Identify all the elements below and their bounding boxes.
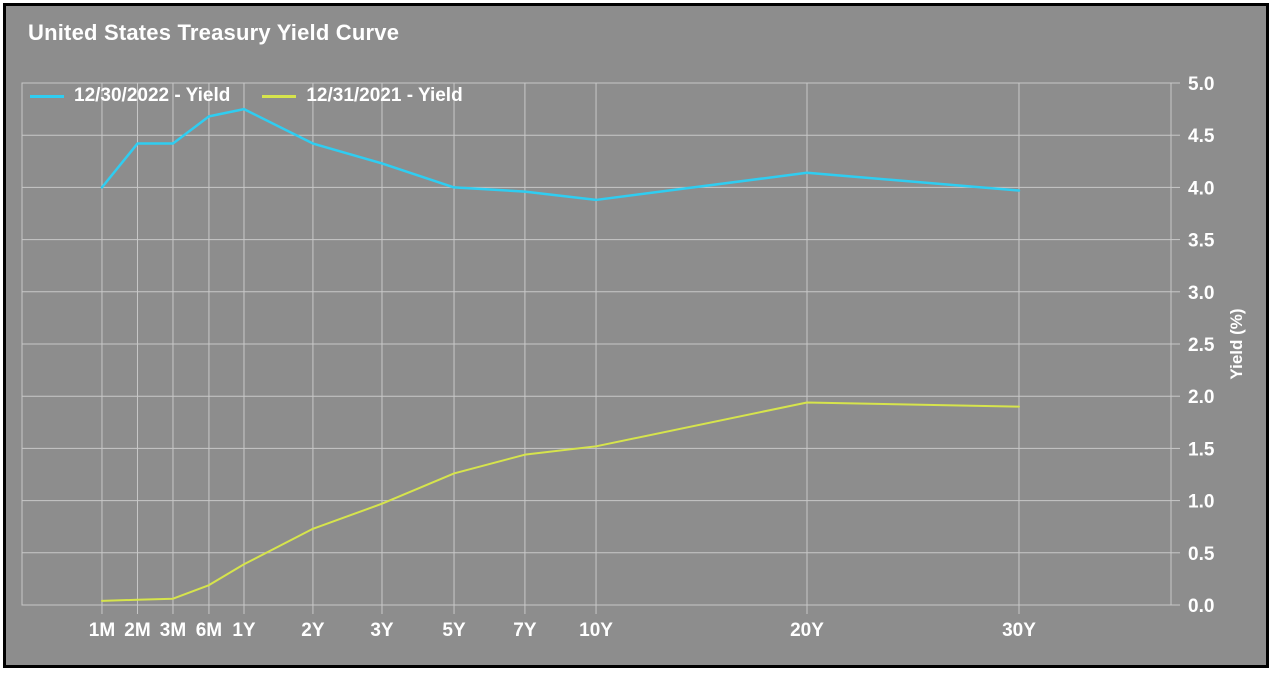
legend-item-2021: 12/31/2021 - Yield [262,85,463,107]
legend-label-2021: 12/31/2021 - Yield [306,85,463,106]
legend-line-sample-2021 [262,94,297,98]
legend-line-sample-2022 [30,94,64,98]
legend: 12/30/2022 - Yield 12/31/2021 - Yield [30,85,485,107]
legend-label-2022: 12/30/2022 - Yield [74,85,231,106]
page-title: United States Treasury Yield Curve [28,20,400,45]
legend-item-2022: 12/30/2022 - Yield [30,85,230,107]
y-axis-title: Yield (%) [1227,308,1246,380]
